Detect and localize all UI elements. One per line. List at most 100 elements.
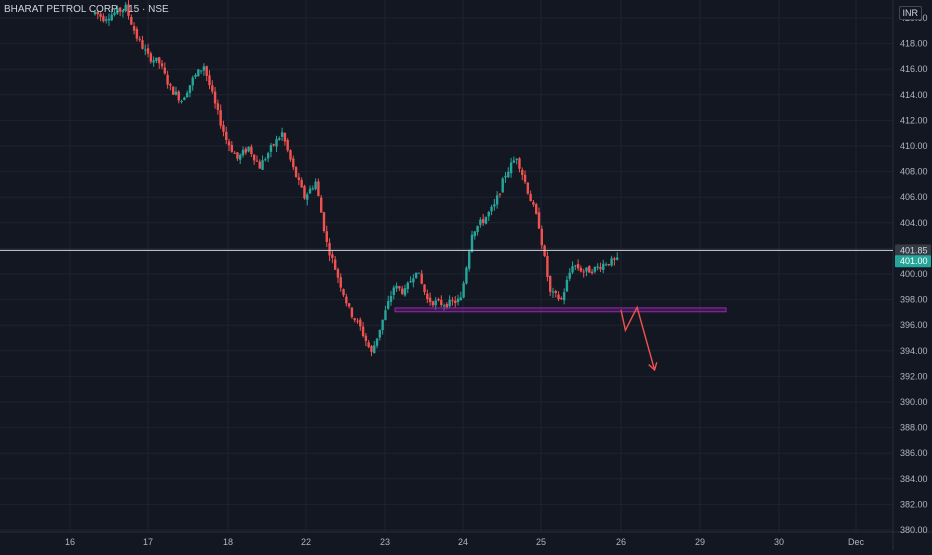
candle <box>166 70 169 89</box>
candle <box>440 295 443 307</box>
candle <box>470 230 474 253</box>
y-tick-label: 412.00 <box>900 115 928 125</box>
candle <box>272 143 275 147</box>
candle <box>378 329 382 341</box>
svg-text:401.85: 401.85 <box>900 245 928 255</box>
y-tick-label: 382.00 <box>900 499 928 509</box>
candle <box>610 255 613 267</box>
candle <box>481 213 485 227</box>
candle <box>347 302 351 309</box>
candle <box>501 176 504 193</box>
candle <box>250 144 253 157</box>
y-tick-label: 386.00 <box>900 448 928 458</box>
candle <box>590 268 594 275</box>
candle <box>110 9 113 22</box>
candle <box>171 86 175 95</box>
title-separator: · <box>119 4 129 15</box>
candle <box>498 193 502 198</box>
candle <box>493 199 496 211</box>
y-tick-label: 394.00 <box>900 346 928 356</box>
candle <box>428 292 432 306</box>
candle <box>389 290 393 306</box>
candle <box>521 167 524 181</box>
candle <box>599 262 602 273</box>
candle <box>412 274 415 288</box>
grid-layer <box>0 0 893 532</box>
candle <box>328 238 331 262</box>
candle <box>219 104 222 129</box>
candle <box>468 249 471 272</box>
candle <box>420 270 423 285</box>
candle <box>490 204 493 216</box>
candle <box>333 255 337 271</box>
candle <box>255 155 259 162</box>
candle <box>442 303 446 311</box>
candle <box>554 289 557 298</box>
candle <box>280 127 284 141</box>
candle <box>560 296 563 300</box>
candle <box>387 295 390 311</box>
candle <box>130 14 133 26</box>
candle <box>294 166 298 178</box>
candle <box>462 280 465 299</box>
candle <box>138 36 141 42</box>
candle <box>356 318 359 324</box>
candle <box>484 216 488 225</box>
candle <box>417 272 421 274</box>
candle <box>225 126 228 145</box>
candle <box>244 146 247 156</box>
y-tick-label: 396.00 <box>900 320 928 330</box>
candle <box>395 282 398 292</box>
candle <box>400 285 404 296</box>
candle <box>585 267 588 277</box>
x-tick-label: 24 <box>458 537 468 547</box>
y-tick-label: 418.00 <box>900 39 928 49</box>
candle <box>529 190 532 202</box>
candle <box>364 333 368 347</box>
candle <box>373 341 376 354</box>
y-tick-label: 410.00 <box>900 141 928 151</box>
candle <box>199 70 203 74</box>
candle <box>456 294 460 306</box>
candle <box>132 22 136 35</box>
candle <box>367 339 370 349</box>
candle <box>306 192 309 206</box>
candle <box>216 99 220 115</box>
candle <box>370 344 373 357</box>
candle <box>593 266 597 274</box>
candle <box>607 263 611 267</box>
candle <box>509 157 513 178</box>
candle <box>479 217 482 228</box>
candle <box>451 296 454 306</box>
candle <box>311 185 315 191</box>
candle <box>269 142 273 158</box>
currency-badge[interactable]: INR <box>898 6 922 20</box>
support-zone[interactable] <box>394 307 727 313</box>
projection-arrow[interactable] <box>620 305 656 371</box>
y-tick-label: 388.00 <box>900 423 928 433</box>
candle <box>211 80 214 94</box>
y-tick-label: 380.00 <box>900 525 928 535</box>
candle <box>163 62 167 75</box>
candle <box>504 172 507 183</box>
candle <box>431 300 435 308</box>
candle <box>551 287 555 299</box>
candle <box>515 158 518 165</box>
candle <box>104 16 108 24</box>
candle <box>596 263 599 271</box>
x-tick-label: 22 <box>301 537 311 547</box>
candle <box>283 132 287 146</box>
candle <box>582 268 585 278</box>
candle <box>339 273 342 292</box>
candle <box>158 56 161 69</box>
candle <box>241 146 245 158</box>
candle <box>96 11 99 20</box>
x-tick-label: 18 <box>223 537 233 547</box>
candle <box>613 256 616 266</box>
candle <box>247 146 250 153</box>
candle <box>177 90 180 104</box>
